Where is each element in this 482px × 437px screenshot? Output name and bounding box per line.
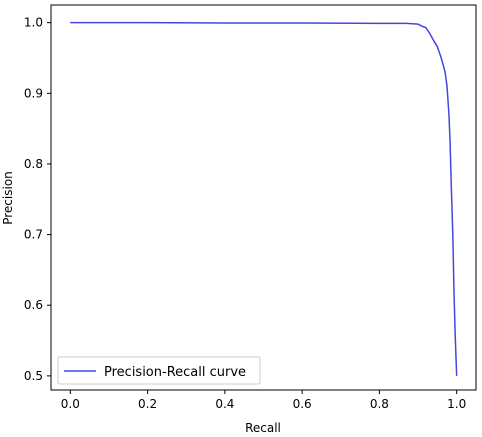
legend-box bbox=[57, 356, 261, 385]
legend: Precision-Recall curve bbox=[57, 356, 261, 385]
y-tick-label: 0.8 bbox=[24, 157, 43, 171]
legend-label: Precision-Recall curve bbox=[104, 365, 246, 380]
x-tick-label: 0.6 bbox=[293, 397, 312, 411]
y-tick-label: 0.6 bbox=[24, 298, 43, 312]
x-tick-label: 0.4 bbox=[215, 397, 234, 411]
x-axis-ticks: 0.0 0.2 0.4 0.6 0.8 1.0 bbox=[61, 390, 466, 411]
x-axis-label: Recall bbox=[245, 421, 281, 435]
y-tick-label: 0.7 bbox=[24, 228, 43, 242]
x-tick-label: 0.8 bbox=[370, 397, 389, 411]
plot-frame bbox=[50, 4, 477, 391]
x-tick-label: 1.0 bbox=[447, 397, 466, 411]
precision-recall-curve-line bbox=[70, 21, 458, 376]
y-axis-ticks: 0.5 0.6 0.7 0.8 0.9 1.0 bbox=[24, 16, 51, 383]
y-tick-label: 0.9 bbox=[24, 86, 43, 100]
x-tick-label: 0.2 bbox=[138, 397, 157, 411]
y-axis-label: Precision bbox=[1, 171, 15, 225]
y-tick-label: 0.5 bbox=[24, 369, 43, 383]
y-tick-label: 1.0 bbox=[24, 16, 43, 30]
x-tick-label: 0.0 bbox=[61, 397, 80, 411]
